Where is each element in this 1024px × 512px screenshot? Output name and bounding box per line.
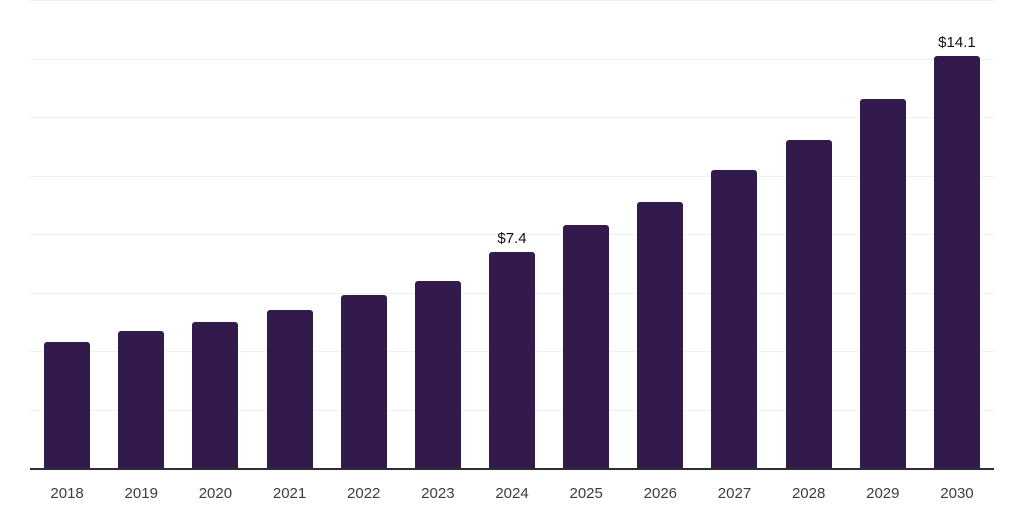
bar-slot-2027	[697, 0, 771, 468]
bar-slot-2030: $14.1	[920, 0, 994, 468]
x-tick-label-2023: 2023	[421, 484, 455, 502]
x-tick-label-2030: 2030	[940, 484, 974, 502]
bar-2019[interactable]	[118, 330, 165, 468]
x-tick-label-2025: 2025	[569, 484, 603, 502]
bar-2029[interactable]	[859, 99, 906, 468]
gridline-10	[30, 175, 994, 177]
bars-container: $7.4 $14.1	[30, 0, 994, 468]
bar-slot-2024: $7.4	[475, 0, 549, 468]
bar-2026[interactable]	[637, 201, 684, 468]
x-tick-label-2022: 2022	[347, 484, 381, 502]
bar-slot-2018	[30, 0, 104, 468]
x-tick-label-2027: 2027	[717, 484, 752, 502]
bar-value-label-2024: $7.4	[497, 229, 527, 247]
bar-slot-2019	[104, 0, 178, 468]
gridline-12	[30, 117, 994, 118]
bar-2020[interactable]	[192, 321, 239, 468]
bar-2025[interactable]	[563, 225, 610, 468]
bar-slot-2028	[772, 0, 846, 468]
x-tick-label-2028: 2028	[791, 484, 826, 502]
bar-slot-2029	[846, 0, 920, 468]
bar-2027[interactable]	[711, 169, 758, 468]
bar-slot-2021	[252, 0, 326, 468]
x-tick-label-2026: 2026	[643, 484, 678, 502]
x-tick-label-2020: 2020	[198, 484, 233, 502]
gridline-8	[30, 234, 994, 235]
bar-slot-2023	[401, 0, 475, 468]
bar-slot-2022	[327, 0, 401, 468]
bar-2021[interactable]	[266, 310, 313, 468]
gridline-14	[30, 58, 994, 60]
x-tick-label-2029: 2029	[866, 484, 900, 502]
bar-2018[interactable]	[44, 342, 91, 468]
bar-2030[interactable]	[933, 55, 980, 468]
bar-slot-2020	[178, 0, 252, 468]
x-tick-label-2024: 2024	[495, 484, 529, 502]
bar-2024[interactable]	[489, 251, 536, 468]
x-tick-label-2018: 2018	[50, 484, 84, 502]
bar-slot-2025	[549, 0, 623, 468]
x-axis-labels: 2018 2019 2020 2021 2022 2023 2024 2025 2026 2027…	[30, 470, 994, 512]
gridline-16	[30, 0, 994, 1]
x-tick-label-2021: 2021	[272, 484, 307, 502]
bar-2028[interactable]	[785, 140, 832, 468]
plot-area: $7.4 $14.1	[30, 0, 994, 470]
bar-2023[interactable]	[414, 280, 461, 468]
bar-slot-2026	[623, 0, 697, 468]
bar-value-label-2030: $14.1	[938, 33, 976, 51]
bar-2022[interactable]	[340, 295, 387, 468]
x-tick-label-2019: 2019	[124, 484, 158, 502]
